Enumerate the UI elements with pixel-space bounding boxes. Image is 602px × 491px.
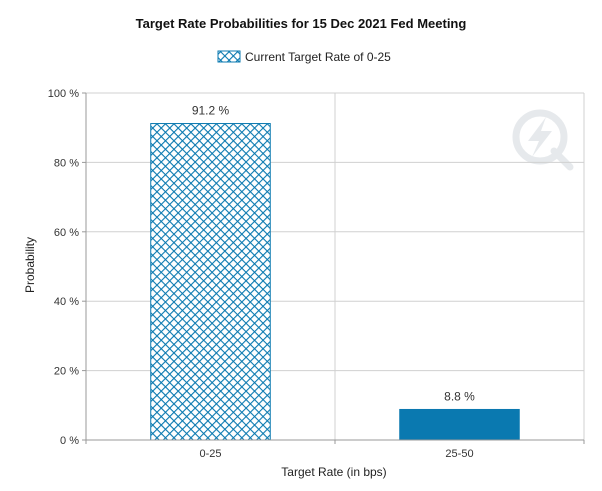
- bar-25-50: [399, 408, 520, 441]
- legend-swatch: [217, 50, 241, 63]
- data-label: 8.8 %: [444, 389, 475, 403]
- y-tick-label: 40 %: [54, 296, 79, 308]
- chart-title: Target Rate Probabilities for 15 Dec 202…: [136, 16, 467, 31]
- y-tick-label: 60 %: [54, 227, 79, 239]
- legend-label: Current Target Rate of 0-25: [245, 50, 391, 64]
- y-tick-label: 20 %: [54, 366, 79, 378]
- bars: [150, 123, 520, 441]
- q-lightning-logo-icon: [512, 109, 574, 171]
- bar-0-25: [150, 123, 271, 441]
- legend: Current Target Rate of 0-25: [217, 50, 391, 64]
- x-axis-title: Target Rate (in bps): [281, 465, 386, 479]
- y-tick-label: 100 %: [48, 88, 79, 100]
- y-tick-label: 80 %: [54, 157, 79, 169]
- y-axis-title: Probability: [23, 237, 37, 293]
- data-label: 91.2 %: [192, 104, 230, 118]
- x-tick-label: 0-25: [199, 448, 221, 460]
- x-tick-label: 25-50: [445, 448, 473, 460]
- y-tick-label: 0 %: [60, 435, 79, 447]
- labels: 0 % 20 % 40 % 60 % 80 % 100 % 91.2 % 0-25 8.8 % 2…: [48, 88, 475, 460]
- axes: [82, 92, 585, 444]
